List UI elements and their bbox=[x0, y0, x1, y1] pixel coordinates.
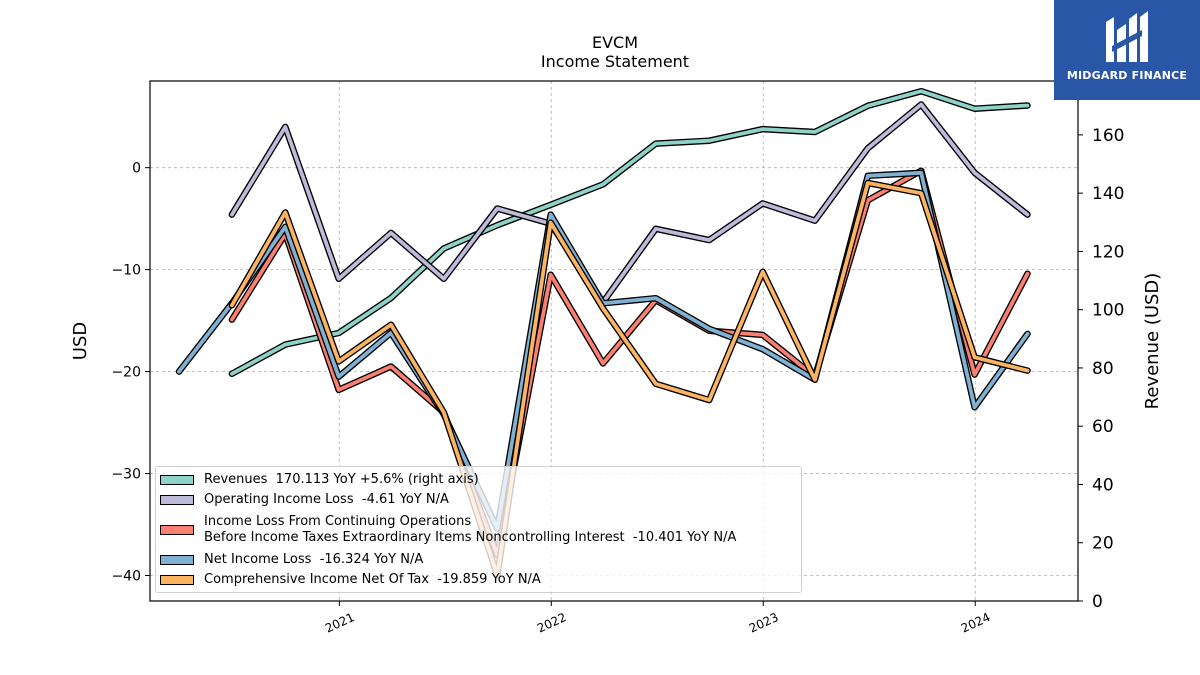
y-right-tick-label: 120 bbox=[1092, 242, 1124, 262]
legend-item-net-income-loss: Net Income Loss -16.324 YoY N/A bbox=[156, 550, 801, 570]
series-line bbox=[229, 102, 1030, 305]
y-right-tick-label: 20 bbox=[1092, 534, 1114, 554]
series-lines bbox=[175, 87, 1031, 579]
legend-item-revenues: Revenues 170.113 YoY +5.6% (right axis) bbox=[156, 470, 801, 490]
series-comprehensive-income-net-of-tax bbox=[228, 179, 1031, 579]
legend: Revenues 170.113 YoY +5.6% (right axis) … bbox=[155, 466, 802, 593]
x-tick-label: 2022 bbox=[535, 610, 569, 636]
x-tick-label: 2024 bbox=[959, 610, 993, 636]
y-tick-label: −30 bbox=[111, 467, 141, 483]
legend-label: Net Income Loss -16.324 YoY N/A bbox=[204, 552, 424, 567]
y-right-tick-label: 100 bbox=[1092, 301, 1124, 321]
y-right-tick-label: 140 bbox=[1092, 184, 1124, 204]
logo-text: MIDGARD FINANCE bbox=[1066, 69, 1188, 82]
logo-mark-icon bbox=[1106, 11, 1148, 62]
legend-item-pretax-income-loss: Income Loss From Continuing Operations B… bbox=[156, 512, 801, 548]
legend-swatch bbox=[160, 475, 194, 485]
series-line bbox=[229, 181, 1030, 578]
legend-label-line-1: Income Loss From Continuing Operations bbox=[204, 514, 472, 529]
legend-item-comprehensive-income: Comprehensive Income Net Of Tax -19.859 … bbox=[156, 570, 801, 590]
y-axis-right-label: Revenue (USD) bbox=[1142, 273, 1163, 410]
series-line bbox=[229, 89, 1030, 376]
x-tick-label: 2023 bbox=[747, 610, 781, 636]
series-line-outline bbox=[228, 101, 1031, 306]
legend-label-line-2: Before Income Taxes Extraordinary Items … bbox=[204, 530, 737, 545]
legend-swatch bbox=[160, 575, 194, 585]
y-tick-label: −20 bbox=[111, 365, 141, 381]
y-axis-label: USD bbox=[70, 322, 91, 360]
series-revenues bbox=[228, 87, 1031, 378]
chart-subtitle: Income Statement bbox=[540, 52, 690, 71]
y-tick-label: −10 bbox=[111, 263, 141, 279]
legend-label: Comprehensive Income Net Of Tax -19.859 … bbox=[204, 572, 541, 587]
y-tick-label: −40 bbox=[111, 569, 141, 585]
series-operating-income-loss bbox=[228, 101, 1031, 306]
y-right-tick-label: 60 bbox=[1092, 417, 1114, 437]
y-tick-label: 0 bbox=[132, 161, 141, 177]
legend-item-operating-income-loss: Operating Income Loss -4.61 YoY N/A bbox=[156, 490, 801, 510]
y-right-tick-label: 160 bbox=[1092, 126, 1124, 146]
legend-swatch bbox=[160, 555, 194, 565]
legend-swatch bbox=[160, 495, 194, 505]
y-right-tick-label: 80 bbox=[1092, 359, 1114, 379]
legend-swatch bbox=[160, 525, 194, 535]
plot-frame bbox=[149, 80, 1079, 602]
brand-logo: MIDGARD FINANCE bbox=[1054, 0, 1200, 100]
x-tick-label: 2021 bbox=[323, 610, 357, 636]
legend-label: Operating Income Loss -4.61 YoY N/A bbox=[204, 492, 449, 507]
legend-label: Revenues 170.113 YoY +5.6% (right axis) bbox=[204, 472, 479, 487]
y-right-tick-label: 0 bbox=[1092, 592, 1103, 612]
chart-title: EVCM bbox=[591, 33, 639, 52]
y-right-tick-label: 40 bbox=[1092, 475, 1114, 495]
axis-ticks: 0 −10 −20 −30 −40 0 20 40 60 80 100 120 140 160 2021 20… bbox=[111, 126, 1124, 636]
